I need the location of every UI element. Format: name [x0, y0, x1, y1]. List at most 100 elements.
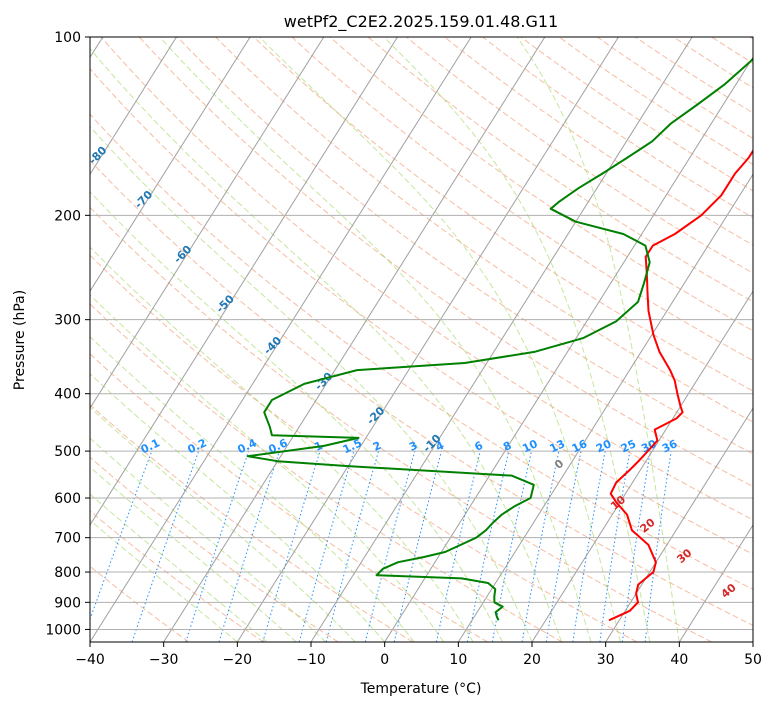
dry-adiabat-label: -60 [171, 242, 194, 265]
moist-adiabat-label: 20 [638, 516, 658, 536]
y-axis-label: Pressure (hPa) [12, 290, 28, 390]
mixing-ratio-label: 0.4 [236, 436, 259, 456]
mixing-ratio-label: 13 [548, 437, 567, 455]
dry-adiabat-line [90, 68, 753, 555]
dry-adiabat-line [90, 206, 712, 642]
x-tick-label: −30 [149, 652, 179, 668]
moist-adiabat-line [90, 466, 297, 642]
dry-adiabat-line [90, 159, 753, 627]
y-tick-label: 200 [54, 208, 81, 224]
moist-adiabat-line [516, 37, 680, 642]
y-tick-label: 900 [54, 595, 81, 611]
isotherm-line [90, 37, 472, 642]
moist-adiabat-label: 0 [552, 457, 566, 472]
plot-area: -100-90-80-70-60-50-40-30-20-100.1 0.2 0.4… [0, 37, 753, 642]
isotherm-line [678, 524, 753, 642]
moist-adiabat-line [90, 125, 533, 642]
x-tick-label: −40 [75, 652, 105, 668]
mixing-ratio-label: 6 [473, 439, 486, 454]
dry-adiabat-line [367, 37, 753, 303]
mixing-ratio-line [599, 451, 631, 642]
dry-adiabat-line [672, 37, 753, 89]
isotherm-line [90, 37, 325, 410]
dry-adiabat-line [558, 37, 753, 165]
mixing-ratio-line [467, 450, 510, 642]
moist-adiabat-line [383, 37, 651, 642]
mixing-ratio-label: 20 [594, 437, 614, 455]
isotherm-line [531, 290, 753, 642]
mixing-ratio-label: 36 [660, 437, 680, 455]
dewpoint-profile-line [246, 57, 753, 621]
mixing-ratio-line [131, 450, 200, 642]
moist-adiabat-line [90, 406, 356, 642]
plot-frame [89, 36, 754, 643]
mixing-ratio-line [521, 450, 560, 642]
mixing-ratio-line [644, 451, 672, 642]
mixing-ratio-label: 25 [619, 437, 638, 455]
dry-adiabat-line [214, 37, 753, 423]
mixing-ratio-label: 4 [434, 439, 447, 454]
mixing-ratio-line [218, 450, 280, 642]
x-tick-label: −20 [223, 652, 253, 668]
moist-adiabat-line [90, 294, 445, 642]
mixing-ratio-line [325, 450, 380, 642]
moist-adiabat-line [90, 519, 238, 642]
y-tick-label: 100 [54, 30, 81, 46]
dry-adiabat-line [252, 37, 753, 392]
isotherm-line [90, 37, 177, 176]
dry-adiabat-line [90, 565, 190, 642]
mixing-ratio-line [435, 450, 481, 642]
moist-adiabat-line [159, 37, 592, 642]
isotherm-line [310, 37, 693, 642]
isotherm-line [457, 173, 753, 642]
mixing-ratio-line [393, 450, 442, 642]
y-tick-label: 500 [54, 444, 81, 460]
dry-adiabat-line [748, 37, 753, 40]
moist-adiabat-line [90, 47, 562, 642]
isotherm-line [752, 641, 753, 642]
moist-adiabat-label: 30 [674, 546, 694, 566]
mixing-ratio-line [364, 450, 416, 642]
x-tick-label: 20 [523, 652, 541, 668]
dry-adiabat-line [90, 510, 264, 642]
y-tick-label: 600 [54, 491, 81, 507]
y-tick-label: 1000 [45, 622, 81, 638]
x-axis-ticks: −40 −30 −20 −10 0 10 20 30 40 50 [75, 642, 762, 668]
isotherm-line [605, 407, 753, 642]
x-tick-label: 40 [670, 652, 688, 668]
moist-adiabat-line [90, 246, 474, 642]
mixing-ratio-label: 30 [639, 437, 659, 455]
temperature-profile-line [608, 148, 753, 622]
x-tick-label: 0 [380, 652, 389, 668]
moist-adiabat-line [90, 373, 386, 642]
mixing-ratio-line [185, 450, 250, 642]
x-tick-label: 50 [744, 652, 762, 668]
moist-adiabat-line [90, 191, 503, 642]
mixing-ratio-label: 2 [371, 439, 383, 454]
isotherms [90, 37, 753, 642]
dry-adiabat-line [90, 254, 638, 642]
moist-adiabats [90, 37, 680, 642]
pressure-gridlines [90, 37, 753, 630]
x-tick-label: −10 [296, 652, 326, 668]
x-axis-label: Temperature (°C) [360, 681, 482, 697]
dry-adiabat-line [90, 456, 339, 642]
profile-lines [246, 57, 753, 622]
moist-adiabat-line [90, 493, 268, 642]
dry-adiabat-line [138, 37, 753, 488]
isotherm-line [90, 37, 398, 527]
isotherm-line [236, 37, 619, 642]
mixing-ratio-line [621, 451, 651, 642]
mixing-ratio-line [262, 450, 321, 642]
y-tick-label: 400 [54, 387, 81, 403]
moist-adiabat-label: 40 [719, 581, 739, 601]
dry-adiabat-label: -40 [261, 334, 284, 357]
isotherm-line [163, 37, 546, 642]
chart-title: wetPf2_C2E2.2025.159.01.48.G11 [284, 12, 558, 32]
x-tick-label: 30 [597, 652, 615, 668]
dry-adiabat-line [90, 353, 488, 642]
dry-adiabat-label: -100 [0, 40, 29, 69]
mixing-ratio-label: 0.1 [139, 436, 162, 456]
dry-adiabats [90, 37, 753, 642]
